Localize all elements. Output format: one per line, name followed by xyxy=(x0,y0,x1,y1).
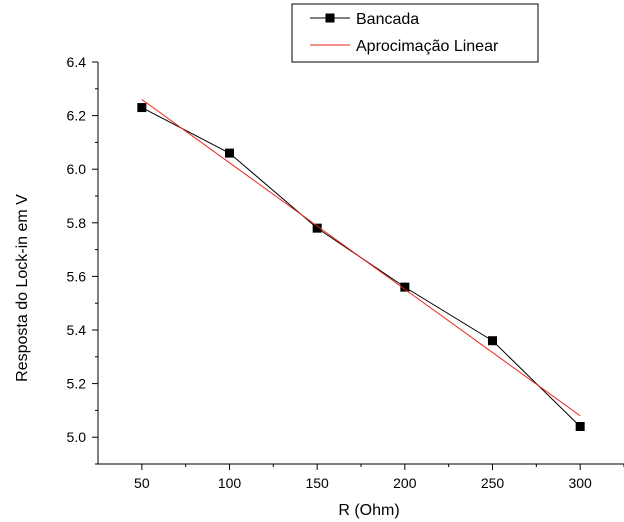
y-tick-label: 6.2 xyxy=(67,108,87,124)
series-line-aprocimacao-linear xyxy=(141,99,581,417)
x-tick-label: 50 xyxy=(134,475,150,491)
y-tick-label: 5.2 xyxy=(67,376,87,392)
x-tick-label: 300 xyxy=(568,475,592,491)
legend: Bancada Aprocimação Linear xyxy=(291,3,539,63)
data-point xyxy=(225,148,234,158)
data-point xyxy=(400,282,410,292)
y-tick-label: 6.0 xyxy=(67,161,87,177)
y-tick-label: 5.4 xyxy=(67,322,87,338)
x-tick-label: 100 xyxy=(218,475,242,491)
y-tick-label: 5.8 xyxy=(67,215,87,231)
axes: 50 100 150 200 250 300 5.0 5.2 5.4 5.6 5.8 6.0 6.2 6.… xyxy=(67,54,624,491)
series-line-bancada xyxy=(141,107,581,427)
legend-swatch-marker xyxy=(325,13,335,23)
y-tick-label: 6.4 xyxy=(67,54,87,70)
legend-label: Aprocimação Linear xyxy=(356,38,499,55)
x-tick-label: 250 xyxy=(481,475,505,491)
y-axis-label: Resposta do Lock-in em V xyxy=(14,194,31,382)
data-point xyxy=(488,336,497,346)
x-tick-label: 200 xyxy=(393,475,417,491)
series-layer xyxy=(137,99,585,431)
data-point xyxy=(312,223,322,233)
x-axis-label: R (Ohm) xyxy=(338,502,399,519)
data-point xyxy=(137,103,147,113)
legend-label: Bancada xyxy=(356,11,419,28)
data-point xyxy=(575,421,585,431)
y-tick-label: 5.0 xyxy=(67,429,87,445)
y-tick-label: 5.6 xyxy=(67,268,87,284)
x-tick-label: 150 xyxy=(305,475,329,491)
